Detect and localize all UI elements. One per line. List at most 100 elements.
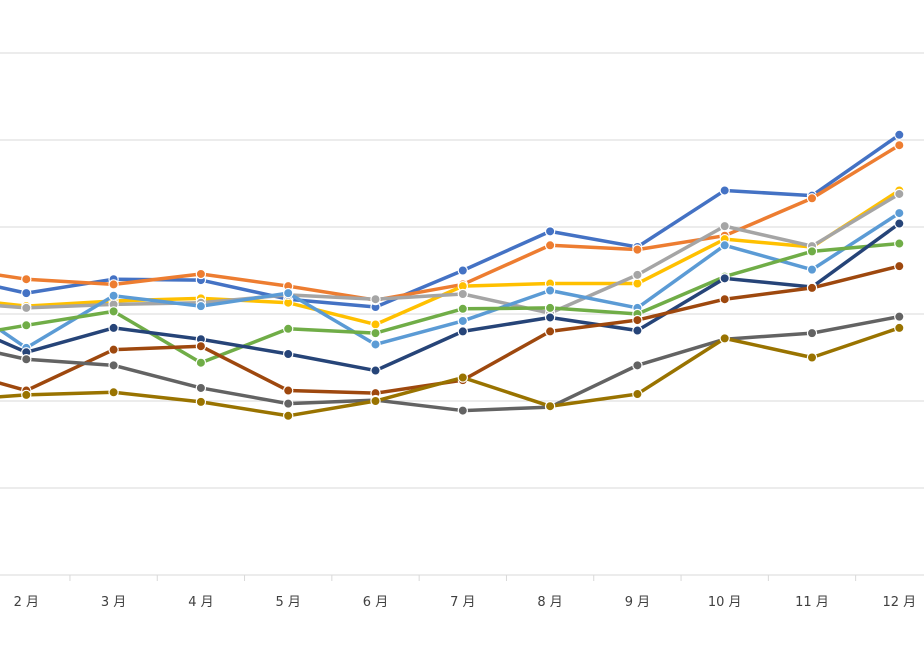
data-point: [544, 326, 556, 337]
data-point: [370, 294, 381, 305]
series-2: [0, 140, 905, 306]
series-6: [0, 238, 905, 368]
data-point: [632, 325, 643, 336]
data-point: [719, 333, 730, 344]
x-tick-label: 7 月: [450, 595, 475, 610]
data-point: [370, 365, 381, 376]
series-line: [0, 326, 902, 418]
x-tick-label: 12 月: [882, 595, 916, 610]
series-line: [0, 241, 902, 365]
data-point: [632, 360, 643, 371]
data-point: [21, 354, 32, 365]
x-tick-label: 2 月: [14, 595, 39, 610]
data-point: [283, 385, 294, 396]
data-point: [108, 344, 119, 355]
data-point: [195, 300, 207, 312]
data-point: [457, 326, 468, 337]
data-point: [21, 274, 32, 285]
series-line: [0, 211, 902, 350]
data-point: [283, 398, 294, 409]
data-point: [544, 312, 556, 323]
data-point: [195, 396, 207, 408]
data-point: [544, 401, 556, 412]
data-point: [806, 327, 818, 339]
data-point: [457, 372, 468, 383]
data-point: [283, 410, 294, 421]
data-point: [894, 218, 905, 229]
data-point: [894, 260, 905, 272]
data-point: [21, 302, 32, 314]
data-point: [283, 323, 294, 334]
data-point: [806, 193, 818, 204]
data-point: [894, 207, 905, 219]
data-point: [370, 327, 381, 339]
x-tick-label: 11 月: [795, 595, 829, 610]
data-point: [632, 314, 643, 326]
series-9: [0, 311, 905, 416]
series-group: [0, 129, 905, 421]
series-8: [0, 260, 905, 399]
x-tick-label: 6 月: [363, 595, 388, 610]
data-point: [632, 269, 643, 281]
series-line: [0, 133, 902, 309]
data-point: [806, 264, 818, 275]
data-point: [719, 220, 730, 232]
data-point: [894, 238, 905, 249]
data-point: [457, 288, 468, 300]
series-line: [0, 188, 902, 327]
data-point: [457, 265, 468, 276]
x-tick-label: 4 月: [188, 595, 213, 610]
data-point: [108, 306, 119, 317]
data-point: [894, 188, 905, 200]
data-point: [457, 303, 468, 314]
data-point: [719, 294, 730, 305]
data-point: [632, 244, 643, 255]
data-point: [283, 287, 294, 299]
data-point: [894, 129, 905, 140]
data-point: [370, 319, 381, 330]
data-point: [894, 322, 905, 334]
data-point: [544, 285, 556, 296]
x-tick-label: 9 月: [625, 595, 650, 610]
gridlines: [0, 52, 924, 489]
data-point: [806, 246, 818, 257]
data-point: [806, 352, 818, 363]
data-point: [806, 282, 818, 294]
data-point: [21, 320, 32, 331]
data-point: [894, 311, 905, 322]
data-point: [195, 382, 207, 394]
x-tick-label: 10 月: [708, 595, 742, 610]
data-point: [370, 339, 381, 350]
data-point: [719, 273, 730, 284]
data-point: [632, 278, 643, 289]
series-line: [0, 221, 902, 373]
data-point: [457, 405, 468, 416]
series-line: [0, 264, 902, 395]
data-point: [894, 140, 905, 151]
data-point: [632, 388, 643, 400]
data-point: [108, 290, 119, 301]
data-point: [544, 240, 556, 251]
x-axis: 1 月2 月3 月4 月5 月6 月7 月8 月9 月10 月11 月12 月: [0, 574, 924, 610]
data-point: [195, 268, 207, 280]
data-point: [283, 348, 294, 360]
data-point: [21, 389, 32, 401]
x-tick-label: 8 月: [537, 595, 562, 610]
data-point: [21, 287, 32, 299]
x-tick-label: 5 月: [275, 595, 300, 610]
series-10: [0, 322, 905, 421]
data-point: [195, 357, 207, 368]
data-point: [108, 279, 119, 290]
data-point: [108, 322, 119, 334]
data-point: [719, 240, 730, 251]
data-point: [457, 315, 468, 327]
data-point: [108, 387, 119, 398]
data-point: [544, 226, 556, 237]
data-point: [544, 302, 556, 314]
data-point: [719, 185, 730, 196]
series-line: [0, 314, 902, 413]
data-point: [370, 395, 381, 407]
data-point: [195, 340, 207, 352]
